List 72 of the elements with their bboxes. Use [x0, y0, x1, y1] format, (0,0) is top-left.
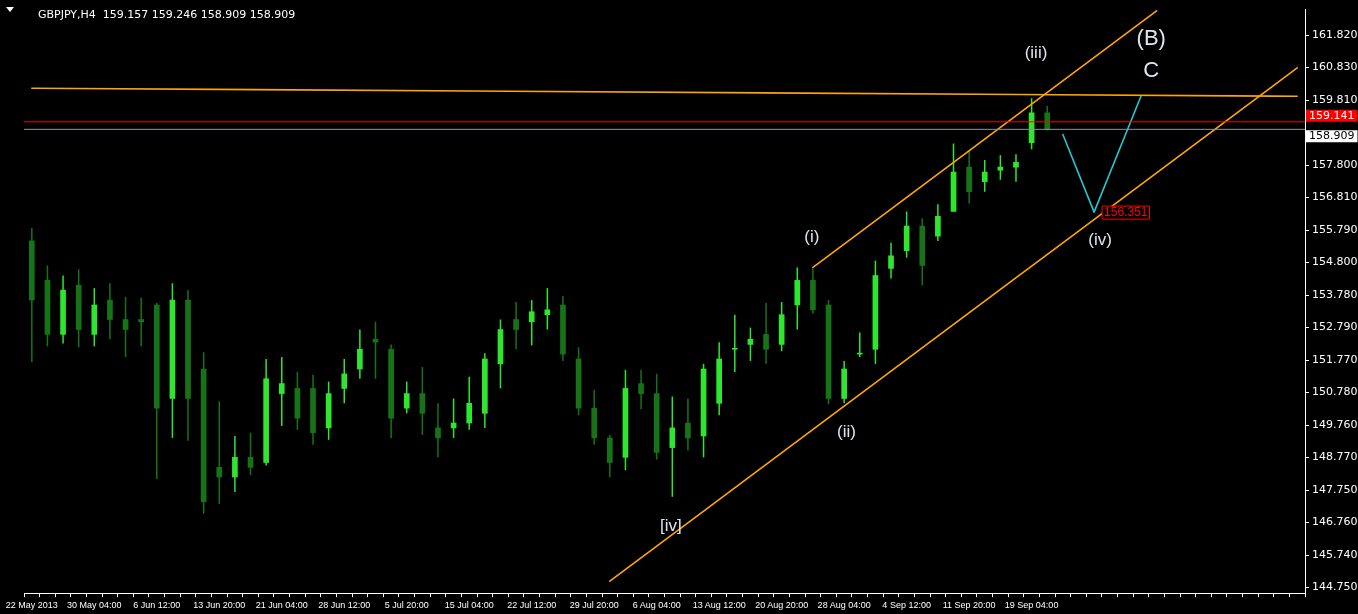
y-tick-label: 151.770	[1312, 353, 1358, 367]
y-tick-label: 154.800	[1312, 255, 1358, 269]
y-tick-label: 145.740	[1312, 548, 1358, 562]
candlestick	[435, 402, 441, 459]
candlestick	[419, 366, 426, 436]
y-tick-label: 153.780	[1312, 288, 1358, 302]
candlestick	[403, 380, 410, 415]
x-tick-label: 19 Sep 04:00	[1004, 600, 1059, 611]
x-tick-label: 28 Jun 12:00	[318, 600, 371, 611]
annotation: (i)	[804, 226, 820, 246]
candlestick	[232, 435, 238, 493]
x-tick-label: 21 Jun 04:00	[255, 600, 308, 611]
x-tick-label: 22 Jul 12:00	[507, 600, 557, 611]
ref-line-label: 159.141	[1309, 108, 1355, 122]
candlestick	[466, 376, 473, 431]
ref-line-label: 158.909	[1309, 129, 1355, 143]
candlestick	[138, 297, 144, 348]
candlestick	[513, 301, 519, 351]
annotation: (ii)	[836, 422, 856, 442]
x-tick-label: 5 Jul 20:00	[384, 600, 429, 611]
y-tick-label: 161.820	[1312, 28, 1358, 42]
y-tick-label: 147.750	[1312, 483, 1358, 497]
x-tick-label: 6 Aug 04:00	[632, 600, 681, 611]
candlestick	[544, 287, 551, 331]
x-tick-label: 15 Jul 04:00	[444, 600, 494, 611]
candlestick	[669, 395, 676, 498]
y-tick-label: 152.790	[1312, 320, 1358, 334]
candlestick	[935, 203, 941, 242]
candlestick	[747, 326, 754, 362]
x-tick-label: 11 Sep 20:00	[942, 600, 996, 611]
candlestick	[357, 328, 363, 380]
x-tick-label: 13 Aug 12:00	[692, 600, 746, 611]
x-tick-label: 20 Aug 20:00	[755, 600, 809, 611]
annotation: (B)	[1136, 24, 1166, 50]
x-tick-label: 30 May 04:00	[67, 600, 122, 611]
candlestick	[638, 369, 644, 410]
y-tick-label: 159.810	[1312, 93, 1358, 107]
y-tick-label: 155.790	[1312, 223, 1358, 237]
y-tick-label: 160.830	[1312, 60, 1358, 74]
candlestick	[107, 282, 113, 340]
x-tick-label: 4 Sep 12:00	[882, 600, 931, 611]
annotation: [iv]	[660, 515, 682, 535]
chart-title: GBPJPY,H4 159.157 159.246 158.909 158.909	[38, 8, 296, 22]
x-tick-label: 29 Jul 20:00	[569, 600, 619, 611]
y-tick-label: 156.810	[1312, 190, 1358, 204]
annotation: C	[1143, 56, 1160, 82]
candlestick	[888, 242, 894, 280]
y-tick-label: 149.760	[1312, 418, 1358, 432]
candlestick	[278, 356, 285, 427]
candlestick	[1013, 153, 1019, 183]
annotation: 156.351	[1104, 204, 1148, 219]
x-tick-label: 13 Jun 20:00	[193, 600, 246, 611]
candlestick	[1044, 105, 1051, 132]
x-tick-label: 22 May 2013	[5, 600, 58, 611]
candlestick	[341, 358, 348, 405]
candlestick	[216, 400, 223, 505]
y-tick-label: 148.770	[1312, 450, 1358, 464]
y-tick-label: 157.800	[1312, 158, 1358, 172]
annotation: (iii)	[1024, 43, 1048, 63]
y-tick-label: 150.780	[1312, 385, 1358, 399]
x-tick-label: 6 Jun 12:00	[133, 600, 181, 611]
candlestick	[122, 296, 129, 358]
candlestick	[731, 313, 738, 373]
y-tick-label: 144.750	[1312, 580, 1358, 594]
candlestick	[763, 302, 769, 365]
candlestick	[981, 159, 988, 193]
x-tick-label: 28 Aug 04:00	[817, 600, 871, 611]
candlestick	[685, 397, 691, 452]
annotation: (iv)	[1088, 229, 1112, 249]
candlestick	[247, 431, 254, 476]
candlestick	[528, 299, 535, 347]
y-tick-label: 146.760	[1312, 515, 1358, 529]
